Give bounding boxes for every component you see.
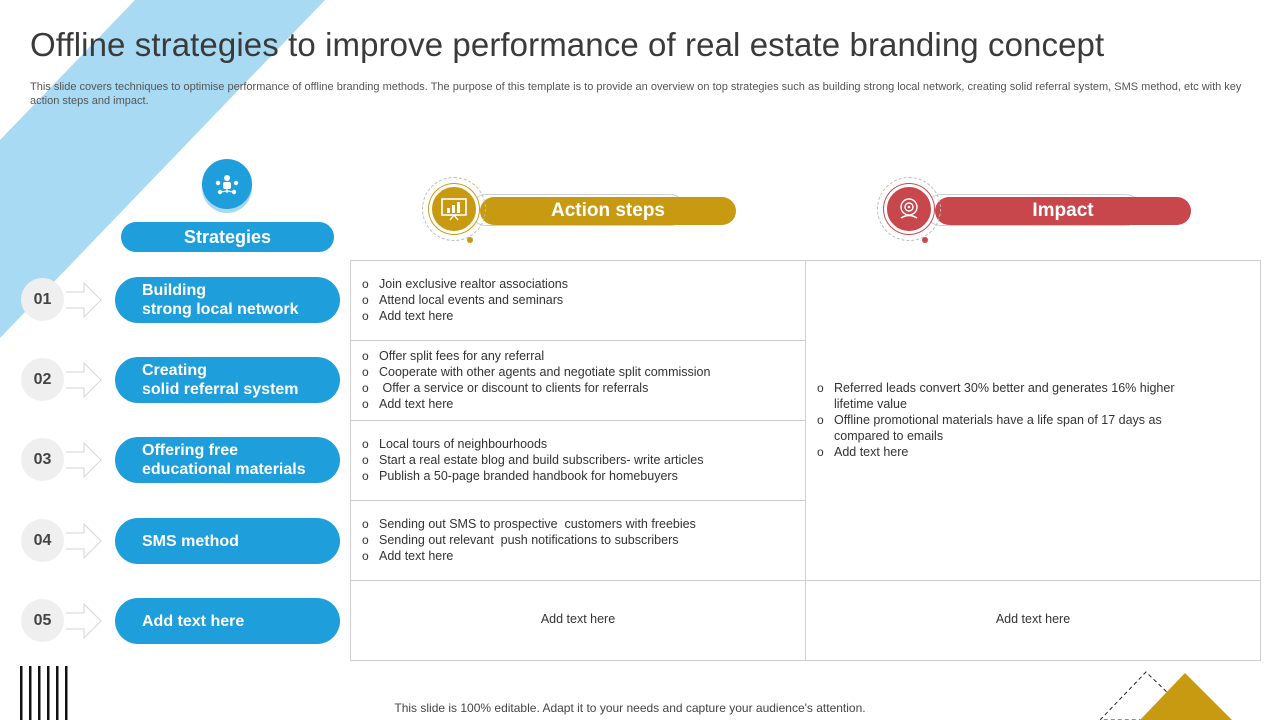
list-item: Attend local events and seminars <box>356 292 796 308</box>
list-item: Offline promotional materials have a lif… <box>811 412 1206 444</box>
list-item: Start a real estate blog and build subsc… <box>356 452 796 468</box>
decorative-triangles <box>1100 671 1232 720</box>
list-item: Sending out SMS to prospective customers… <box>356 516 796 532</box>
strategies-header: Strategies <box>121 222 334 252</box>
action-steps-list: Join exclusive realtor associations Atte… <box>356 276 796 324</box>
row-number: 05 <box>21 599 64 642</box>
table-divider <box>350 500 806 501</box>
list-item: Offer a service or discount to clients f… <box>356 380 796 396</box>
row-number: 03 <box>21 438 64 481</box>
action-steps-list: Local tours of neighbourhoods Start a re… <box>356 436 796 484</box>
action-steps-placeholder: Add text here <box>540 612 616 626</box>
page-title: Offline strategies to improve performanc… <box>30 26 1105 63</box>
list-item: Cooperate with other agents and negotiat… <box>356 364 796 380</box>
strategy-pill: Building strong local network <box>115 277 340 323</box>
row-number: 02 <box>21 358 64 401</box>
impact-list: Referred leads convert 30% better and ge… <box>811 380 1206 460</box>
list-item: Add text here <box>356 396 796 412</box>
arrow-right-icon <box>66 602 102 640</box>
list-item: Sending out relevant push notifications … <box>356 532 796 548</box>
table-divider <box>350 420 806 421</box>
row-number: 04 <box>21 519 64 562</box>
action-steps-list: Offer split fees for any referral Cooper… <box>356 348 796 412</box>
table-divider <box>805 260 806 661</box>
action-steps-list: Sending out SMS to prospective customers… <box>356 516 796 564</box>
action-steps-dot <box>467 237 473 243</box>
action-steps-header: Action steps <box>480 197 736 225</box>
chart-board-icon <box>429 184 479 234</box>
row-number: 01 <box>21 278 64 321</box>
table-divider <box>350 580 1261 581</box>
table-divider <box>350 340 806 341</box>
list-item: Add text here <box>811 444 1206 460</box>
list-item: Offer split fees for any referral <box>356 348 796 364</box>
page-subtitle: This slide covers techniques to optimise… <box>30 81 1242 107</box>
impact-placeholder: Add text here <box>995 612 1071 626</box>
impact-icon-ring <box>877 177 941 241</box>
list-item: Local tours of neighbourhoods <box>356 436 796 452</box>
arrow-right-icon <box>66 281 102 319</box>
impact-dot <box>922 237 928 243</box>
arrow-right-icon <box>66 361 102 399</box>
arrow-right-icon <box>66 522 102 560</box>
strategy-pill: Add text here <box>115 598 340 644</box>
strategy-pill: Offering free educational materials <box>115 437 340 483</box>
list-item: Add text here <box>356 308 796 324</box>
strategy-pill: SMS method <box>115 518 340 564</box>
list-item: Add text here <box>356 548 796 564</box>
impact-header: Impact <box>935 197 1191 225</box>
footer-note: This slide is 100% editable. Adapt it to… <box>394 701 866 715</box>
list-item: Publish a 50-page branded handbook for h… <box>356 468 796 484</box>
decorative-bars <box>20 666 68 720</box>
strategy-pill: Creating solid referral system <box>115 357 340 403</box>
arrow-right-icon <box>66 441 102 479</box>
people-network-icon <box>202 159 252 209</box>
list-item: Referred leads convert 30% better and ge… <box>811 380 1206 412</box>
list-item: Join exclusive realtor associations <box>356 276 796 292</box>
target-hand-icon <box>884 184 934 234</box>
action-steps-icon-ring <box>422 177 486 241</box>
